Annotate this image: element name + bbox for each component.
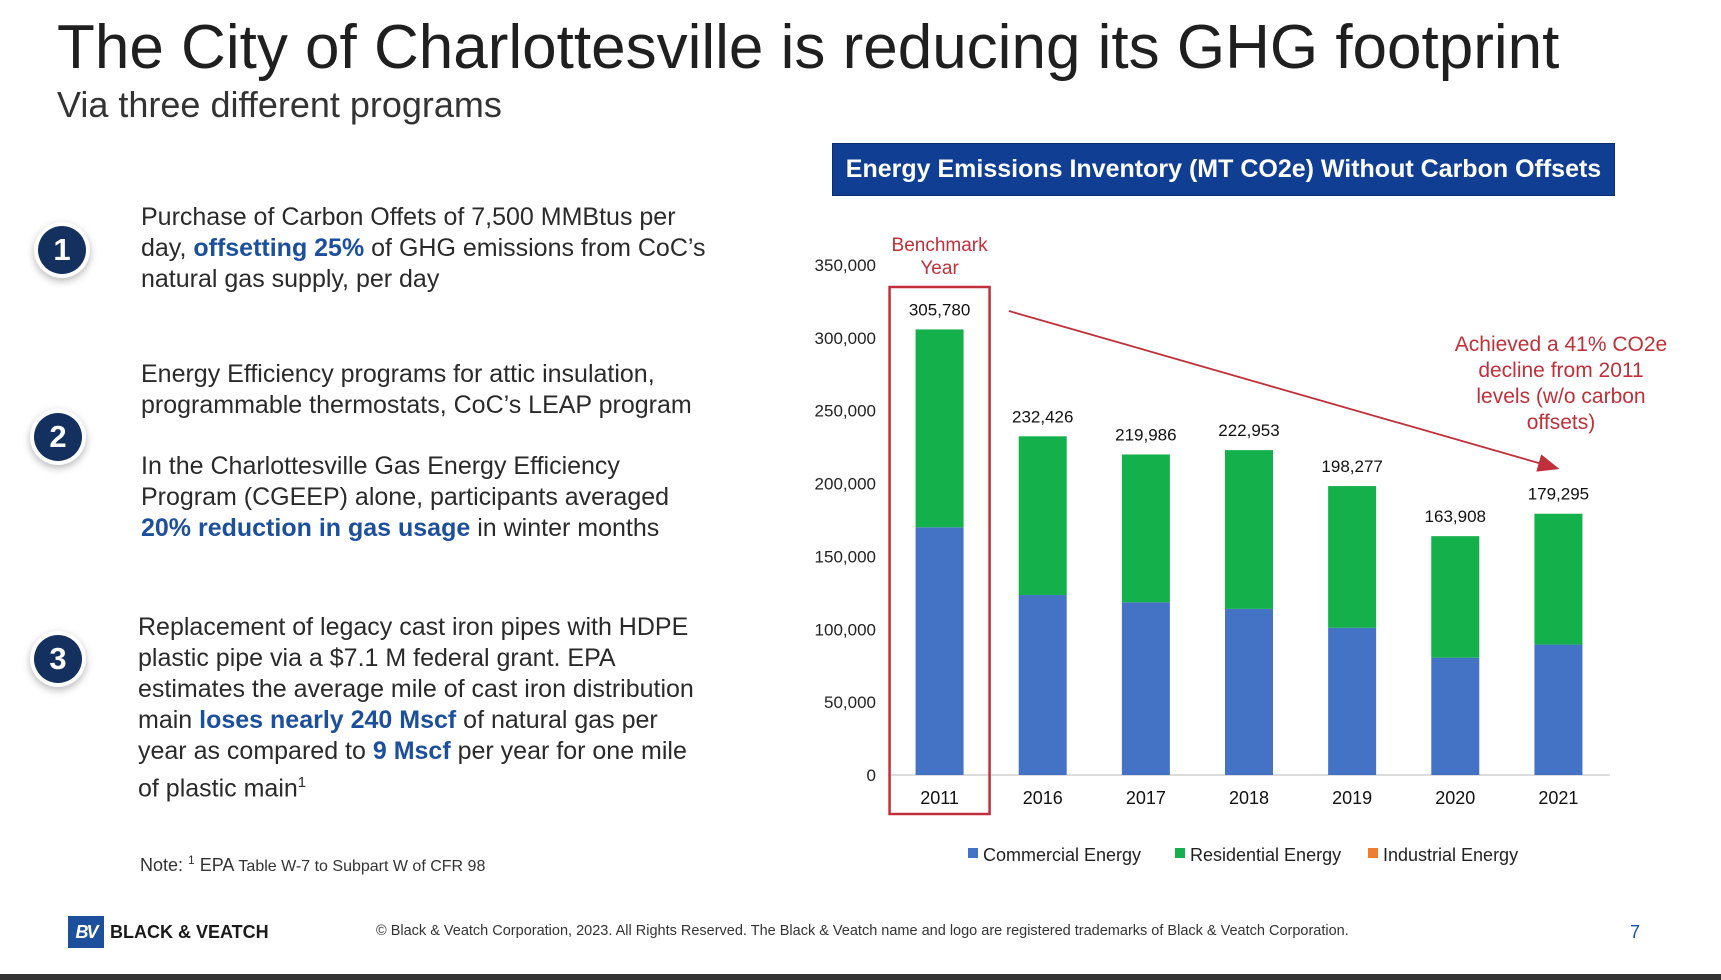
legend-label: Industrial Energy (1383, 845, 1518, 865)
y-tick-label: 350,000 (815, 256, 876, 275)
x-tick-label: 2017 (1126, 788, 1166, 808)
bar-total-label: 305,780 (909, 300, 970, 319)
logo-text: BLACK & VEATCH (110, 921, 269, 942)
x-tick-label: 2011 (920, 788, 959, 808)
x-tick-label: 2018 (1229, 788, 1269, 808)
program-text: Purchase of Carbon Offets of 7,500 MMBtu… (141, 203, 676, 262)
decline-arrow (1008, 310, 1560, 472)
y-tick-label: 300,000 (815, 329, 876, 348)
program-paragraph: Replacement of legacy cast iron pipes wi… (138, 612, 698, 804)
company-logo: BV BLACK & VEATCH (68, 916, 269, 948)
y-tick-label: 250,000 (815, 402, 876, 421)
program-paragraph: Purchase of Carbon Offets of 7,500 MMBtu… (141, 202, 711, 295)
program-text: Replacement of legacy cast iron pipes wi… (138, 613, 694, 734)
bar-residential-energy (1431, 536, 1480, 658)
program-text: 1 (297, 774, 307, 791)
bar-commercial-energy (1018, 595, 1067, 775)
y-tick-label: 150,000 (815, 547, 876, 566)
benchmark-label: Year (920, 258, 959, 279)
bar-total-label: 179,295 (1528, 485, 1589, 504)
bar-residential-energy (1534, 513, 1583, 645)
program-description: Energy Efficiency programs for attic ins… (141, 359, 721, 544)
bar-commercial-energy (1121, 602, 1170, 775)
bar-residential-energy (915, 329, 964, 528)
bar-residential-energy (1121, 454, 1170, 603)
benchmark-label: Benchmark (892, 235, 989, 256)
program-text: in winter months (470, 514, 660, 542)
legend-label: Commercial Energy (983, 845, 1141, 865)
footnote: Note: 1 EPA Table W-7 to Subpart W of CF… (140, 853, 486, 875)
copyright-text: © Black & Veatch Corporation, 2023. All … (376, 923, 1349, 939)
bar-commercial-energy (1431, 657, 1480, 775)
page-title: The City of Charlottesville is reducing … (57, 13, 1560, 82)
logo-mark-icon: BV (68, 916, 104, 948)
chart-title: Energy Emissions Inventory (MT CO2e) Wit… (832, 143, 1615, 196)
bar-commercial-energy (1225, 608, 1273, 775)
legend-label: Residential Energy (1190, 845, 1341, 865)
y-tick-label: 200,000 (815, 475, 876, 494)
legend-swatch (1368, 848, 1378, 858)
bar-total-label: 222,953 (1218, 421, 1279, 440)
program-paragraph: Energy Efficiency programs for attic ins… (141, 359, 721, 421)
bar-total-label: 232,426 (1012, 407, 1073, 426)
program-description: Replacement of legacy cast iron pipes wi… (138, 612, 698, 804)
program-text: of natural gas per year as compared to (138, 706, 658, 765)
legend-swatch (968, 848, 978, 858)
bar-residential-energy (1018, 436, 1067, 596)
bar-commercial-energy (1328, 627, 1377, 775)
program-number-badge: 1 (38, 226, 86, 274)
bottom-divider (0, 974, 1721, 980)
bar-total-label: 163,908 (1425, 507, 1486, 526)
program-paragraph: In the Charlottesville Gas Energy Effici… (141, 451, 721, 544)
decline-annotation: Achieved a 41% CO2e (1455, 333, 1667, 356)
page-subtitle: Via three different programs (57, 84, 502, 125)
emissions-chart: 0 50,000 100,000 150,000 200,000 250,000 300,0… (815, 235, 1668, 865)
decline-annotation: levels (w/o carbon (1476, 385, 1645, 408)
x-tick-label: 2021 (1538, 788, 1578, 808)
page-number: 7 (1630, 922, 1641, 942)
program-description: Purchase of Carbon Offets of 7,500 MMBtu… (141, 202, 711, 295)
x-tick-label: 2016 (1023, 788, 1063, 808)
y-tick-label: 50,000 (824, 693, 876, 712)
highlight-text: loses nearly 240 Mscf (199, 706, 457, 734)
legend-swatch (1175, 848, 1185, 858)
bar-residential-energy (1328, 486, 1377, 628)
highlight-text: offsetting 25% (193, 234, 365, 262)
benchmark-highlight-box (888, 285, 991, 816)
program-number-badge: 3 (34, 635, 82, 683)
bar-commercial-energy (1534, 644, 1583, 775)
y-tick-label: 100,000 (815, 620, 876, 639)
bar-total-label: 198,277 (1321, 457, 1382, 476)
bar-total-label: 219,986 (1115, 425, 1176, 444)
bar-commercial-energy (915, 527, 964, 775)
program-text: Energy Efficiency programs for attic ins… (141, 360, 692, 419)
program-text: per year for one mile of plastic main (138, 737, 687, 803)
program-text: of GHG emissions from CoC’s natural gas … (141, 234, 706, 293)
highlight-text: 9 Mscf (372, 737, 451, 765)
bar-residential-energy (1225, 450, 1273, 609)
highlight-text: 20% reduction in gas usage (141, 514, 471, 542)
program-number-badge: 2 (34, 413, 82, 461)
decline-annotation: offsets) (1527, 411, 1595, 434)
x-tick-label: 2019 (1332, 788, 1372, 808)
x-tick-label: 2020 (1435, 788, 1475, 808)
decline-annotation: decline from 2011 (1478, 359, 1643, 382)
y-tick-label: 0 (867, 766, 876, 785)
program-text: In the Charlottesville Gas Energy Effici… (141, 452, 670, 511)
